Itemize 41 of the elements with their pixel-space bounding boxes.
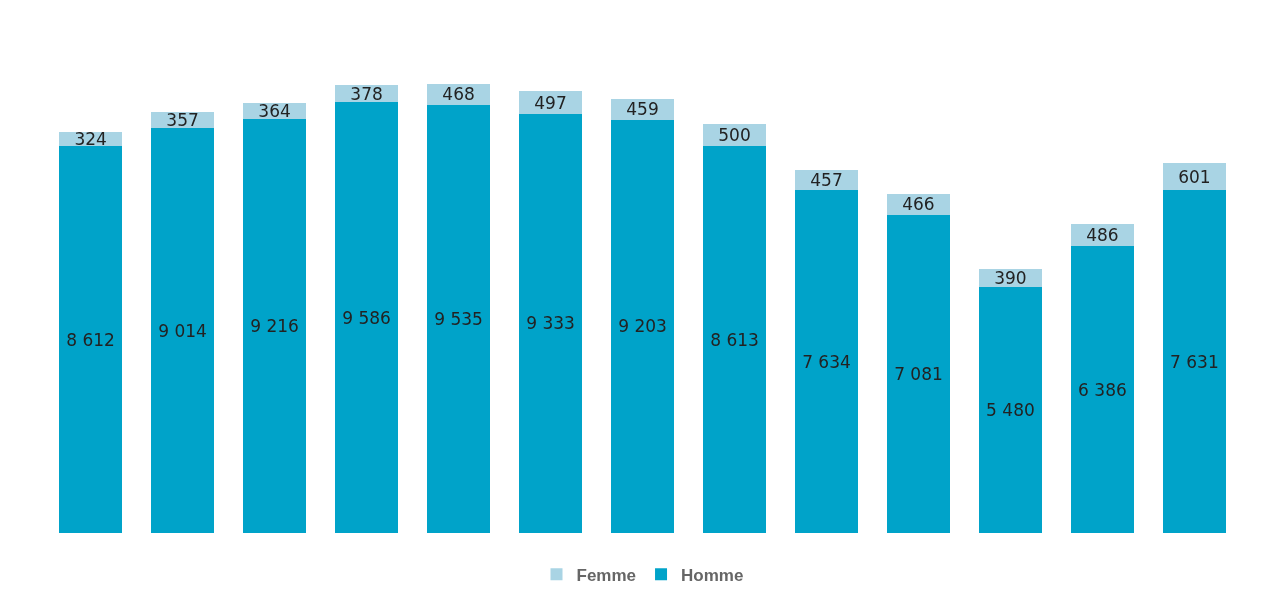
data-label: 7 631: [1170, 351, 1219, 372]
data-label: 324: [74, 128, 107, 149]
data-label: 486: [1086, 225, 1119, 246]
bar: [611, 119, 674, 533]
bar: [151, 128, 214, 533]
bar: [887, 214, 950, 533]
data-label: 6 386: [1078, 379, 1127, 400]
data-label: 9 014: [158, 320, 207, 341]
data-label: 9 586: [342, 307, 391, 328]
data-label: 7 081: [894, 363, 943, 384]
bar: [979, 286, 1042, 533]
data-label: 364: [258, 100, 291, 121]
bar: [59, 146, 122, 533]
data-label: 601: [1178, 166, 1211, 187]
data-label: 357: [166, 110, 199, 131]
legend-label: Homme: [681, 565, 744, 585]
bar: [795, 190, 858, 533]
data-label: 9 203: [618, 316, 667, 337]
bar: [427, 104, 490, 533]
data-label: 9 216: [250, 316, 299, 336]
data-label: 7 634: [802, 351, 851, 372]
data-label: 8 612: [66, 329, 115, 350]
data-label: 500: [718, 124, 751, 145]
data-label: 457: [810, 169, 843, 190]
data-label: 459: [626, 99, 659, 120]
data-label: 378: [350, 83, 383, 104]
data-label: 390: [994, 268, 1027, 289]
bar: [335, 102, 398, 533]
legend-label: Femme: [576, 565, 637, 585]
data-label: 5 480: [986, 399, 1035, 420]
data-label: 9 333: [526, 313, 575, 334]
data-label: 8 613: [710, 329, 759, 350]
data-label: 466: [902, 194, 935, 215]
data-label: 9 535: [434, 308, 483, 329]
bar: [1163, 190, 1226, 533]
data-label: 468: [442, 84, 475, 105]
bar: [519, 113, 582, 533]
bar: [703, 146, 766, 533]
data-label: 497: [534, 92, 567, 113]
bar: [243, 119, 306, 533]
bar: [1071, 246, 1134, 533]
